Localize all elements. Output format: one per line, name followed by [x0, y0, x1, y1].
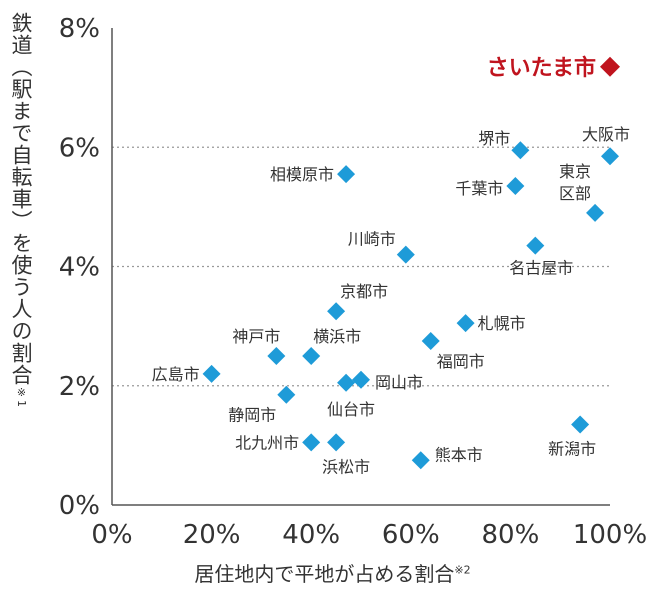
x-tick-label: 0%: [91, 520, 132, 550]
x-tick-label: 80%: [482, 520, 540, 550]
point-2: [511, 141, 530, 160]
point-label-7: 川崎市: [348, 230, 396, 249]
point-0: [600, 56, 620, 77]
x-axis-title: 居住地内で平地が占める割合※2: [0, 558, 665, 587]
y-tick-label: 6%: [59, 133, 100, 163]
y-tick-label: 2%: [59, 372, 100, 402]
y-tick-label: 4%: [59, 253, 100, 283]
x-tick-label: 60%: [382, 520, 440, 550]
point-12: [302, 346, 321, 365]
point-label-6: 名古屋市: [509, 259, 573, 278]
x-tick-label: 40%: [282, 520, 340, 550]
y-axis-title-text: 鉄道（駅まで自転車）を使う人の割合: [9, 12, 33, 386]
x-axis-title-note: ※2: [454, 563, 471, 577]
y-axis-title-note: ※1: [15, 386, 28, 408]
point-label-2: 堺市: [478, 129, 510, 148]
point-label-5: 相模原市: [270, 165, 334, 184]
y-tick-label: 8%: [59, 14, 100, 44]
point-label-4-line-0: 東京: [559, 162, 591, 181]
y-axis-title: 鉄道（駅まで自転車）を使う人の割合※1: [6, 12, 36, 412]
x-tick-label: 100%: [573, 520, 647, 550]
point-15: [337, 373, 356, 392]
point-19: [327, 433, 346, 452]
point-9: [456, 314, 475, 333]
point-5: [337, 165, 356, 184]
point-label-1: 大阪市: [582, 125, 630, 144]
point-14: [352, 370, 370, 389]
point-4: [586, 203, 605, 222]
point-label-12: 横浜市: [313, 327, 361, 346]
point-11: [267, 346, 286, 365]
point-18: [302, 433, 321, 452]
x-tick-label: 20%: [183, 520, 241, 550]
y-tick-label: 0%: [59, 491, 100, 521]
point-1: [601, 147, 619, 166]
point-label-14: 岡山市: [375, 373, 423, 392]
point-label-13: 広島市: [152, 365, 200, 384]
point-17: [571, 415, 590, 434]
point-label-10: 福岡市: [437, 352, 485, 371]
point-13: [202, 364, 221, 383]
point-10: [421, 332, 440, 351]
point-8: [327, 302, 346, 321]
point-label-11: 神戸市: [232, 327, 280, 346]
point-label-18: 北九州市: [235, 433, 299, 452]
point-6: [526, 236, 545, 255]
point-label-9: 札幌市: [478, 314, 526, 333]
x-axis-title-text: 居住地内で平地が占める割合: [194, 562, 455, 586]
point-label-0: さいたま市: [487, 55, 596, 81]
point-16: [277, 385, 296, 404]
point-label-4-line-1: 区部: [559, 184, 591, 203]
point-label-8: 京都市: [340, 282, 388, 301]
point-label-17: 新潟市: [548, 440, 596, 459]
point-20: [411, 451, 430, 470]
point-label-19: 浜松市: [322, 457, 370, 476]
point-7: [396, 245, 415, 264]
point-label-15: 仙台市: [327, 400, 375, 419]
point-3: [506, 177, 525, 196]
point-label-3: 千葉市: [455, 179, 503, 198]
point-label-20: 熊本市: [435, 445, 483, 464]
point-label-16: 静岡市: [228, 406, 276, 425]
